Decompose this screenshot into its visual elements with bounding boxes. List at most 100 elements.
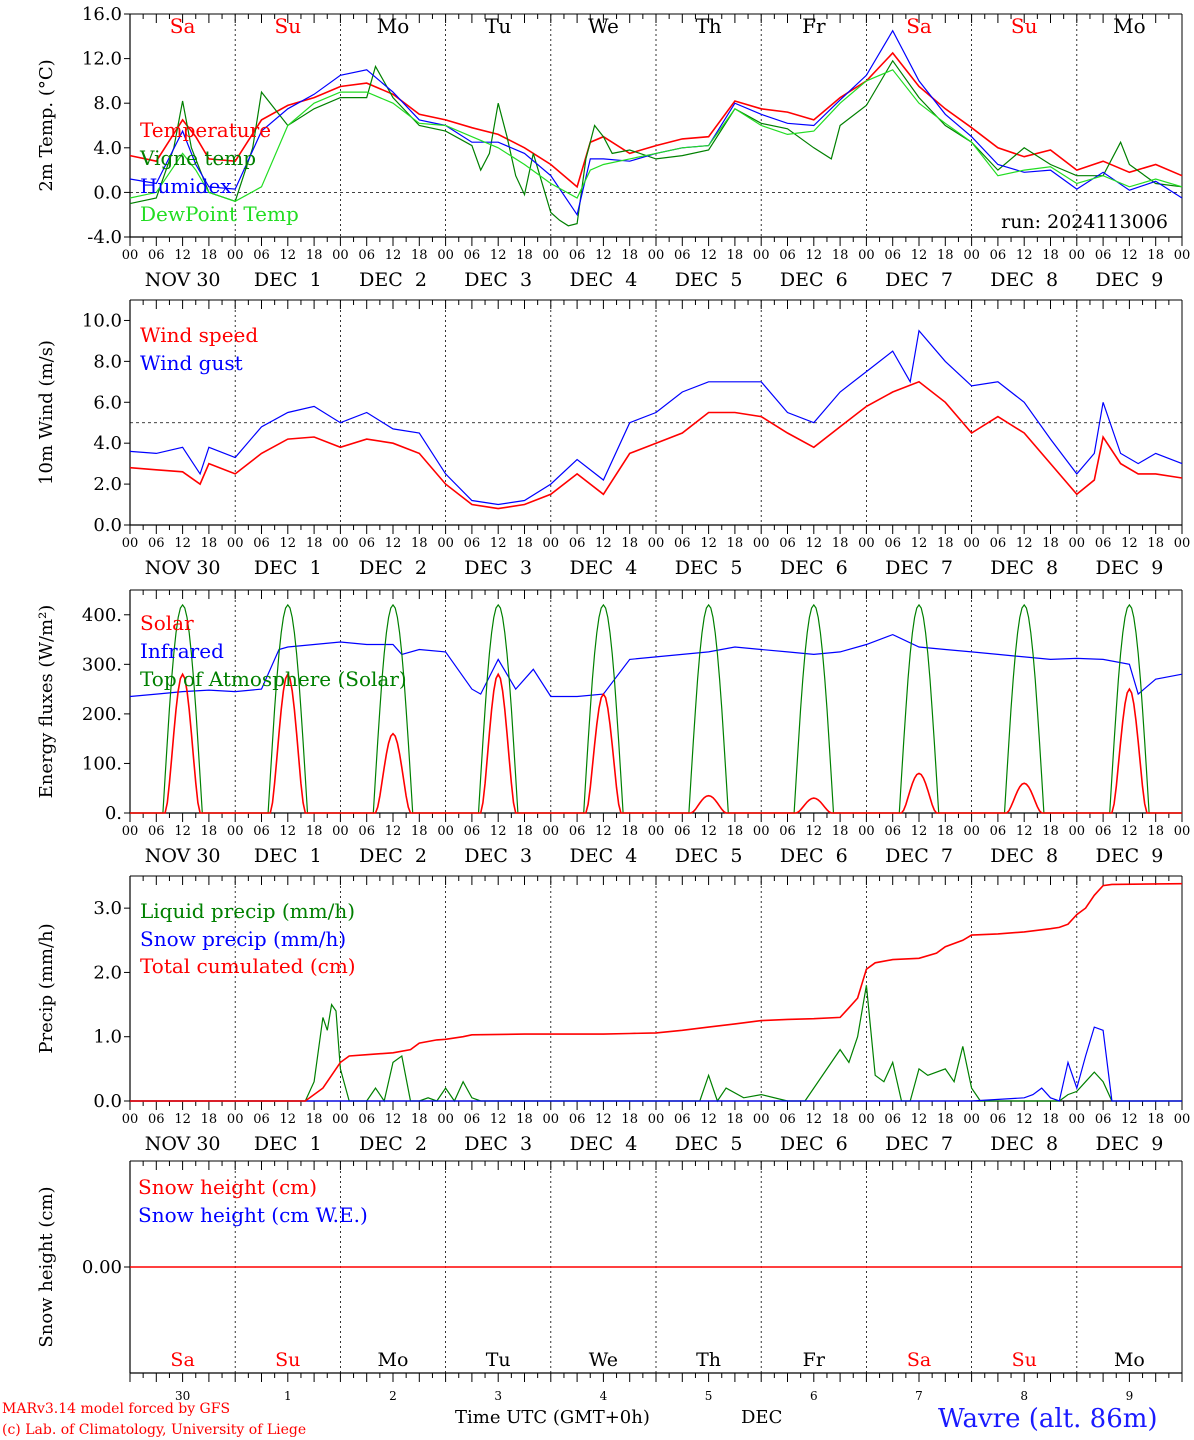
hour-tick-label: 00 xyxy=(332,536,349,551)
hour-tick-label: 18 xyxy=(306,824,323,839)
date-label: DEC 9 xyxy=(1095,557,1163,579)
weekday-label: Fr xyxy=(802,14,826,38)
y-axis-label: 2m Temp. (°C) xyxy=(36,59,57,191)
hour-tick-label: 12 xyxy=(806,248,823,263)
weekday-label-bottom: Fr xyxy=(803,1349,826,1371)
hour-tick-label: 18 xyxy=(516,248,533,263)
legend-temperature: Temperature xyxy=(140,118,271,142)
hour-tick-label: 06 xyxy=(148,536,165,551)
hour-tick-label: 18 xyxy=(411,1112,428,1127)
hour-tick-label: 12 xyxy=(595,824,612,839)
date-label: DEC 3 xyxy=(464,845,532,867)
credit-lab: (c) Lab. of Climatology, University of L… xyxy=(2,1422,306,1438)
hour-tick-label: 18 xyxy=(1147,248,1164,263)
credit-model: MARv3.14 model forced by GFS xyxy=(2,1401,230,1417)
hour-tick-label: 06 xyxy=(1095,824,1112,839)
hour-tick-label: 00 xyxy=(227,248,244,263)
hour-tick-label: 00 xyxy=(437,1112,454,1127)
hour-tick-label: 12 xyxy=(595,248,612,263)
hour-tick-label: 00 xyxy=(543,1112,560,1127)
hour-tick-label: 00 xyxy=(1174,824,1191,839)
hour-tick-label: 18 xyxy=(516,536,533,551)
hour-tick-label: 06 xyxy=(1095,536,1112,551)
hour-tick-label: 12 xyxy=(490,1112,507,1127)
hour-tick-label: 18 xyxy=(1147,824,1164,839)
series-snow-precip-mm-h- xyxy=(130,1026,1182,1102)
y-tick-label: 0.00 xyxy=(82,1257,122,1278)
hour-tick-label: 00 xyxy=(1174,1112,1191,1127)
hour-tick-label: 06 xyxy=(990,536,1007,551)
date-label: DEC 3 xyxy=(464,557,532,579)
series-wind-gust xyxy=(129,329,1183,506)
hour-tick-label: 12 xyxy=(1016,248,1033,263)
date-label: NOV 30 xyxy=(145,269,221,291)
hour-tick-label: 06 xyxy=(884,536,901,551)
hour-tick-label: 18 xyxy=(411,248,428,263)
hour-tick-label: 18 xyxy=(832,824,849,839)
hour-tick-label: 18 xyxy=(1147,1112,1164,1127)
legend-snow-height-cm-: Snow height (cm) xyxy=(138,1175,317,1199)
y-tick-label: 6.0 xyxy=(93,392,122,413)
hour-tick-label: 06 xyxy=(1095,248,1112,263)
hour-tick-label: 06 xyxy=(358,824,375,839)
hour-tick-label: 18 xyxy=(306,1112,323,1127)
hour-tick-label: 12 xyxy=(595,1112,612,1127)
date-label: DEC 6 xyxy=(780,269,848,291)
hour-tick-label: 18 xyxy=(937,824,954,839)
hour-tick-label: 00 xyxy=(437,824,454,839)
date-label: DEC 6 xyxy=(780,557,848,579)
hour-tick-label: 12 xyxy=(1016,824,1033,839)
weekday-label: Mo xyxy=(377,14,410,38)
hour-tick-label: 06 xyxy=(569,536,586,551)
hour-tick-label: 06 xyxy=(779,1112,796,1127)
hour-tick-label: 18 xyxy=(937,1112,954,1127)
weekday-label-bottom: Su xyxy=(1012,1349,1037,1371)
day-number: 4 xyxy=(600,1389,608,1403)
hour-tick-label: 06 xyxy=(884,824,901,839)
time-axis-label: Time UTC (GMT+0h) xyxy=(455,1407,650,1428)
legend-total-cumulated-cm-: Total cumulated (cm) xyxy=(140,954,356,978)
y-tick-label: 8.0 xyxy=(93,351,122,372)
date-label: DEC 7 xyxy=(885,1133,953,1155)
date-label: DEC 1 xyxy=(254,845,322,867)
hour-tick-label: 06 xyxy=(884,248,901,263)
legend-liquid-precip-mm-h-: Liquid precip (mm/h) xyxy=(140,899,355,923)
weekday-label-bottom: We xyxy=(589,1349,618,1371)
hour-tick-label: 12 xyxy=(280,824,297,839)
series-humidex xyxy=(129,29,1183,217)
hour-tick-label: 00 xyxy=(648,824,665,839)
hour-tick-label: 06 xyxy=(674,248,691,263)
date-label: DEC 9 xyxy=(1095,1133,1163,1155)
hour-tick-label: 00 xyxy=(648,1112,665,1127)
hour-tick-label: 00 xyxy=(858,1112,875,1127)
date-label: DEC 7 xyxy=(885,845,953,867)
hour-tick-label: 00 xyxy=(543,536,560,551)
hour-tick-label: 18 xyxy=(621,248,638,263)
day-number: 5 xyxy=(705,1389,713,1403)
hour-tick-label: 00 xyxy=(963,536,980,551)
station-label: Wavre (alt. 86m) xyxy=(938,1404,1158,1434)
date-label: DEC 8 xyxy=(990,557,1058,579)
hour-tick-label: 18 xyxy=(1042,248,1059,263)
y-tick-label: 16.0 xyxy=(82,4,122,25)
legend-solar: Solar xyxy=(140,611,194,635)
hour-tick-label: 06 xyxy=(990,1112,1007,1127)
hour-tick-label: 18 xyxy=(201,824,218,839)
hour-tick-label: 00 xyxy=(1174,248,1191,263)
date-label: DEC 2 xyxy=(359,1133,427,1155)
hour-tick-label: 12 xyxy=(806,824,823,839)
hour-tick-label: 18 xyxy=(1042,536,1059,551)
y-tick-label: 2.0 xyxy=(93,962,122,983)
hour-tick-label: 18 xyxy=(727,536,744,551)
hour-tick-label: 00 xyxy=(227,824,244,839)
series-dewpoint-temp xyxy=(129,69,1183,202)
hour-tick-label: 06 xyxy=(990,248,1007,263)
series-liquid-precip-mm-h- xyxy=(130,985,1182,1103)
y-tick-label: 0. xyxy=(105,803,122,824)
y-tick-label: 400. xyxy=(82,605,122,626)
hour-tick-label: 12 xyxy=(700,824,717,839)
hour-tick-label: 00 xyxy=(1069,824,1086,839)
hour-tick-label: 00 xyxy=(963,1112,980,1127)
hour-tick-label: 06 xyxy=(674,824,691,839)
hour-tick-label: 00 xyxy=(122,248,139,263)
